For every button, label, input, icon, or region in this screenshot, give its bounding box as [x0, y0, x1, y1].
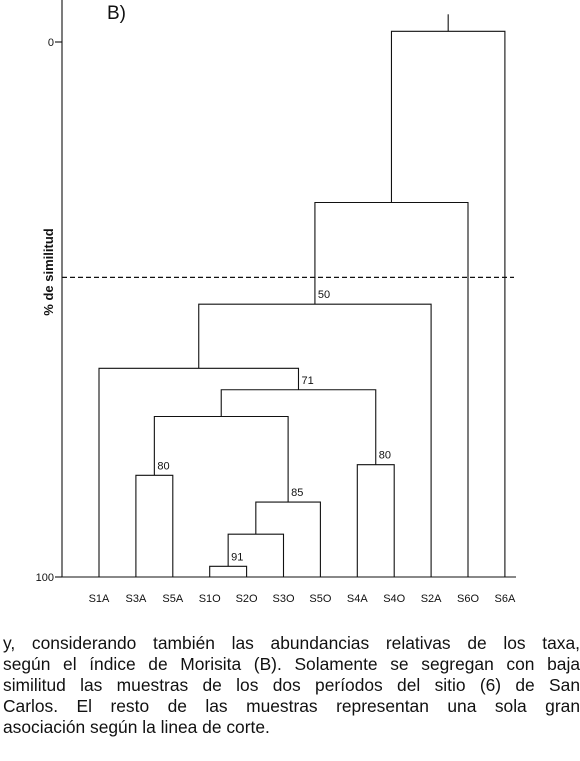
caption-line: según el índice de Morisita (B). Solamen… [3, 654, 580, 674]
dendrogram-branch [255, 501, 321, 577]
dendrogram-tree [98, 14, 506, 577]
dendrogram-figure: B) % de similitud 0 100 S1A S3A S5A S1O S2O S3… [36, 0, 516, 605]
panel-label: B) [107, 3, 126, 24]
node-similarity-label: 80 [379, 450, 391, 462]
y-tick-label: 100 [36, 572, 54, 584]
leaf-label: S5A [162, 593, 183, 605]
node-similarity-label: 91 [231, 551, 243, 563]
caption-line: Carlos. El resto de las muestras represe… [3, 696, 580, 716]
leaf-labels: S1A S3A S5A S1O S2O S3O S5O S4A S4O S2A S6O S6A [89, 593, 516, 605]
leaf-label: S3A [126, 593, 147, 605]
leaf-label: S2A [421, 593, 442, 605]
leaf-label: S6O [457, 593, 479, 605]
node-similarity-label: 71 [301, 375, 313, 387]
leaf-label: S1O [199, 593, 221, 605]
caption-line: y, considerando también las abundancias … [3, 633, 580, 653]
dendrogram-branch [135, 474, 174, 577]
leaf-label: S5O [309, 593, 331, 605]
leaf-label: S1A [89, 593, 110, 605]
node-similarity-label: 85 [291, 487, 303, 499]
caption-line: asociación según la linea de corte. [3, 717, 270, 737]
node-labels: 91 85 80 80 71 50 [157, 289, 391, 563]
y-tick-label: 0 [48, 37, 54, 49]
leaf-label: S4A [347, 593, 368, 605]
figure-caption: y, considerando también las abundancias … [3, 633, 580, 738]
leaf-label: S3O [272, 593, 294, 605]
dendrogram-branch [220, 389, 377, 465]
dendrogram-branch [98, 367, 300, 577]
dendrogram-branch [153, 415, 289, 503]
leaf-label: S4O [383, 593, 405, 605]
dendrogram-branch [356, 464, 395, 577]
node-similarity-label: 50 [318, 289, 330, 301]
leaf-label: S2O [236, 593, 258, 605]
y-axis-label: % de similitud [41, 228, 56, 315]
leaf-label: S6A [495, 593, 516, 605]
dendrogram-branch [198, 303, 432, 577]
axes: 0 100 [36, 0, 516, 584]
dendrogram-branch [209, 565, 248, 577]
caption-line: similitud las muestras de los dos períod… [3, 675, 580, 695]
node-similarity-label: 80 [157, 460, 169, 472]
